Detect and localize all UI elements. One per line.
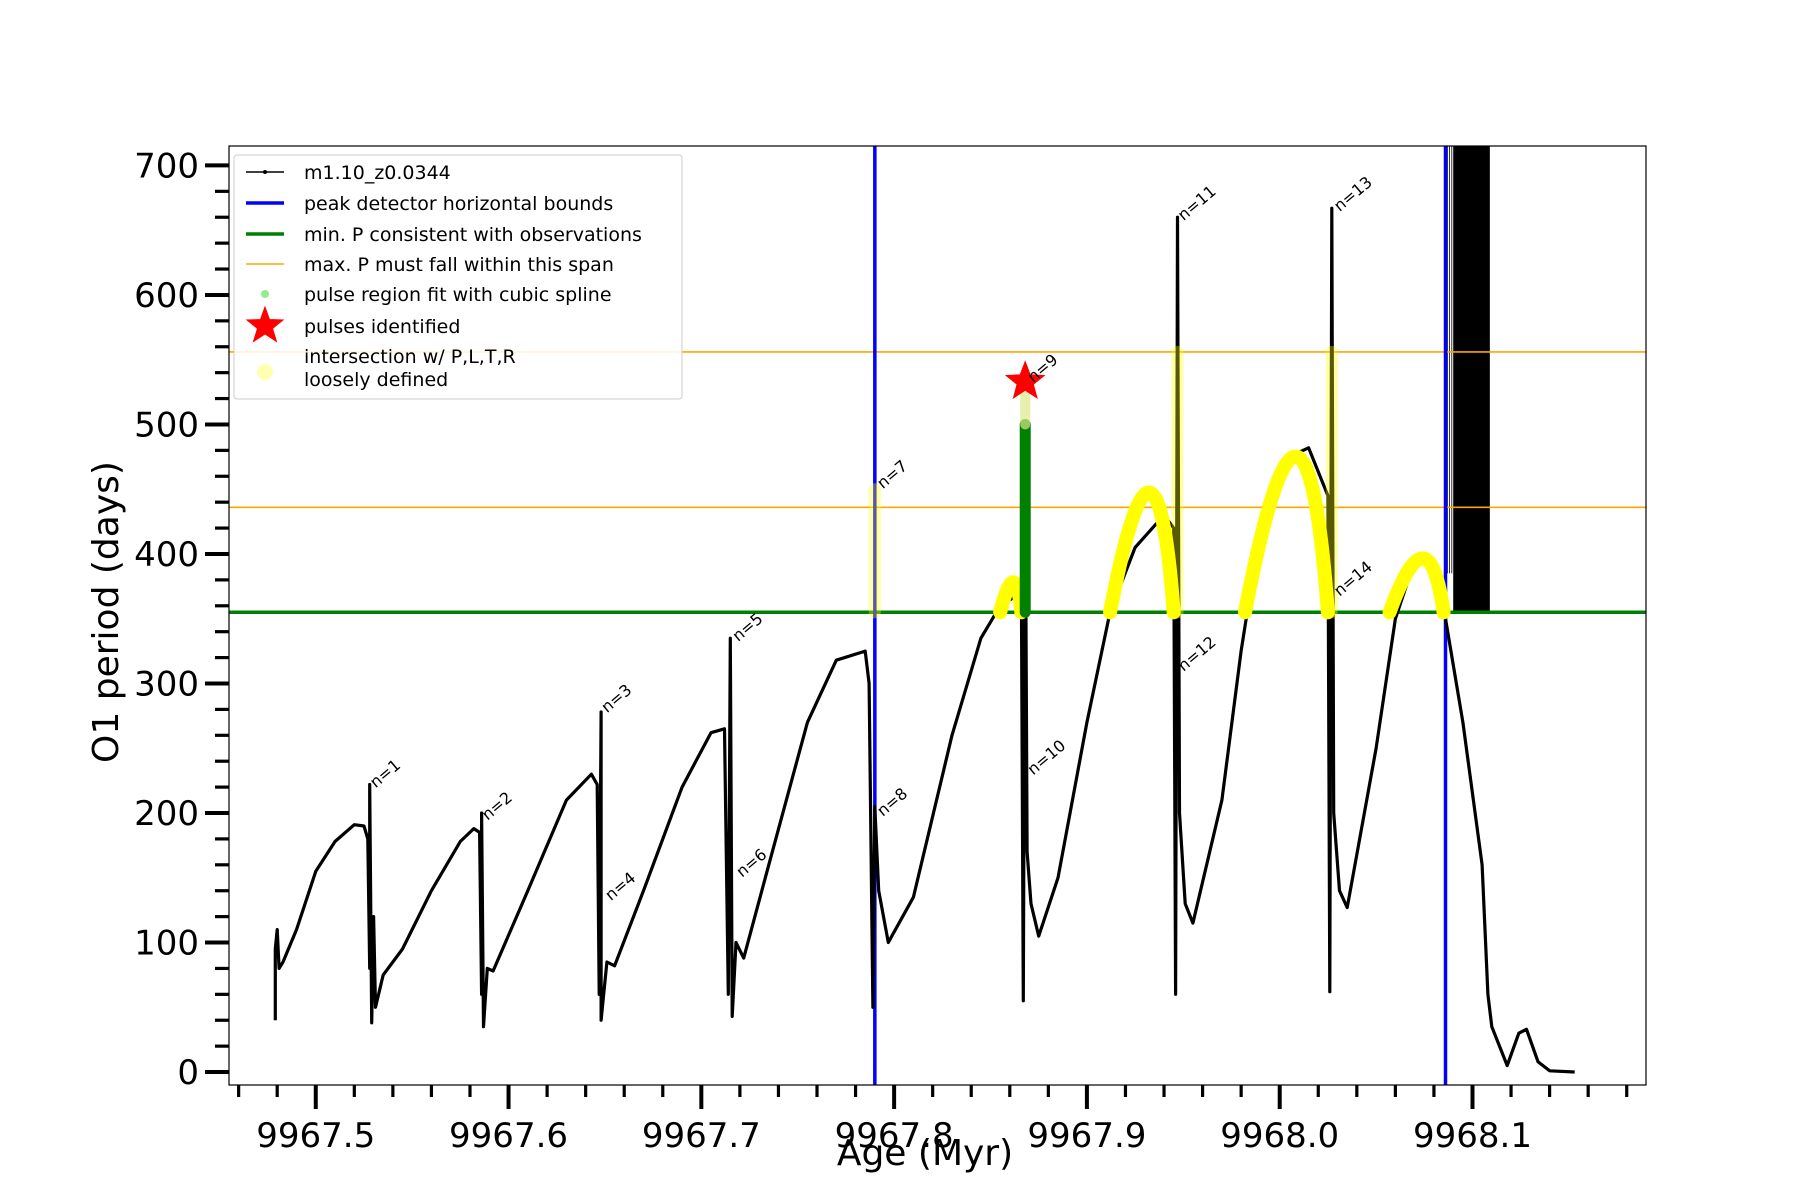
x-tick-label: 9968.1 bbox=[1413, 1116, 1532, 1156]
legend-entry-pulses: pulses identified bbox=[245, 305, 460, 343]
star-icon bbox=[245, 305, 285, 343]
legend-entry-minp: min. P consistent with observations bbox=[246, 224, 642, 246]
pulse-star-marker bbox=[1004, 360, 1046, 400]
y-tick-label: 200 bbox=[134, 794, 199, 834]
intersection-arc-1 bbox=[993, 575, 1029, 620]
legend-entry-bounds: peak detector horizontal bounds bbox=[246, 193, 613, 215]
y-axis-label: O1 period (days) bbox=[86, 461, 127, 763]
x-tick-label: 9967.5 bbox=[256, 1116, 375, 1156]
series-line bbox=[273, 206, 1575, 1074]
legend-label-minp: min. P consistent with observations bbox=[304, 224, 642, 246]
plot-frame bbox=[228, 145, 1647, 1086]
x-tick-label: 9968.0 bbox=[1220, 1116, 1339, 1156]
pulse-annotation: n=2 bbox=[478, 788, 516, 824]
legend-entry-maxp: max. P must fall within this span bbox=[246, 254, 614, 276]
legend-box bbox=[233, 154, 683, 400]
x-tick-label: 9967.8 bbox=[835, 1116, 954, 1156]
y-tick-label: 300 bbox=[134, 664, 199, 704]
legend-label-series: m1.10_z0.0344 bbox=[304, 162, 451, 184]
intersection-arc-4 bbox=[1382, 551, 1451, 620]
pulse-annotation: n=12 bbox=[1174, 632, 1220, 675]
pulse-annotation: n=1 bbox=[366, 755, 404, 791]
x-axis-label: Age (Myr) bbox=[837, 1133, 1013, 1174]
legend-entry-series: m1.10_z0.0344 bbox=[246, 162, 451, 184]
x-tick-label: 9967.7 bbox=[642, 1116, 761, 1156]
pulse-annotation: n=11 bbox=[1174, 182, 1220, 225]
legend-label-pulses: pulses identified bbox=[304, 316, 460, 338]
pulse-annotation: n=13 bbox=[1330, 172, 1376, 215]
legend-label-bounds: peak detector horizontal bounds bbox=[304, 193, 613, 215]
pulse-annotation: n=8 bbox=[873, 784, 911, 820]
y-tick-label: 0 bbox=[177, 1053, 199, 1093]
band-layer bbox=[1444, 146, 1490, 613]
pulse-annotation: n=4 bbox=[601, 868, 639, 904]
y-tick-label: 500 bbox=[134, 405, 199, 445]
oscillation-band bbox=[1453, 146, 1490, 613]
legend-label-intersect-2: loosely defined bbox=[304, 369, 448, 391]
y-tick-label: 100 bbox=[134, 924, 199, 964]
intersection-arc-2 bbox=[1103, 485, 1181, 620]
y-tick-label: 600 bbox=[134, 276, 199, 316]
series-layer bbox=[273, 206, 1575, 1074]
intersection-arc-3 bbox=[1238, 449, 1335, 620]
x-tick-label: 9967.6 bbox=[449, 1116, 568, 1156]
axes-layer: 0 100 200 300 400 500 600 700 9967.5 9967.6 9967.7… bbox=[134, 146, 1629, 1156]
pulse-annotation: n=10 bbox=[1023, 736, 1069, 779]
marker-layer bbox=[1004, 360, 1046, 400]
legend-label-spline: pulse region fit with cubic spline bbox=[304, 284, 612, 306]
pulse-annotation: n=5 bbox=[728, 609, 766, 645]
y-tick-label: 400 bbox=[134, 535, 199, 575]
legend-label-maxp: max. P must fall within this span bbox=[304, 254, 614, 276]
legend-entry-intersect: intersection w/ P,L,T,R loosely defined bbox=[257, 346, 516, 391]
legend: m1.10_z0.0344 peak detector horizontal b… bbox=[233, 154, 683, 400]
legend-label-intersect-1: intersection w/ P,L,T,R bbox=[304, 346, 516, 368]
pulse-annotation: n=3 bbox=[597, 680, 635, 716]
y-tick-label: 700 bbox=[134, 146, 199, 186]
x-tick-label: 9967.9 bbox=[1027, 1116, 1146, 1156]
legend-entry-spline: pulse region fit with cubic spline bbox=[261, 284, 612, 306]
